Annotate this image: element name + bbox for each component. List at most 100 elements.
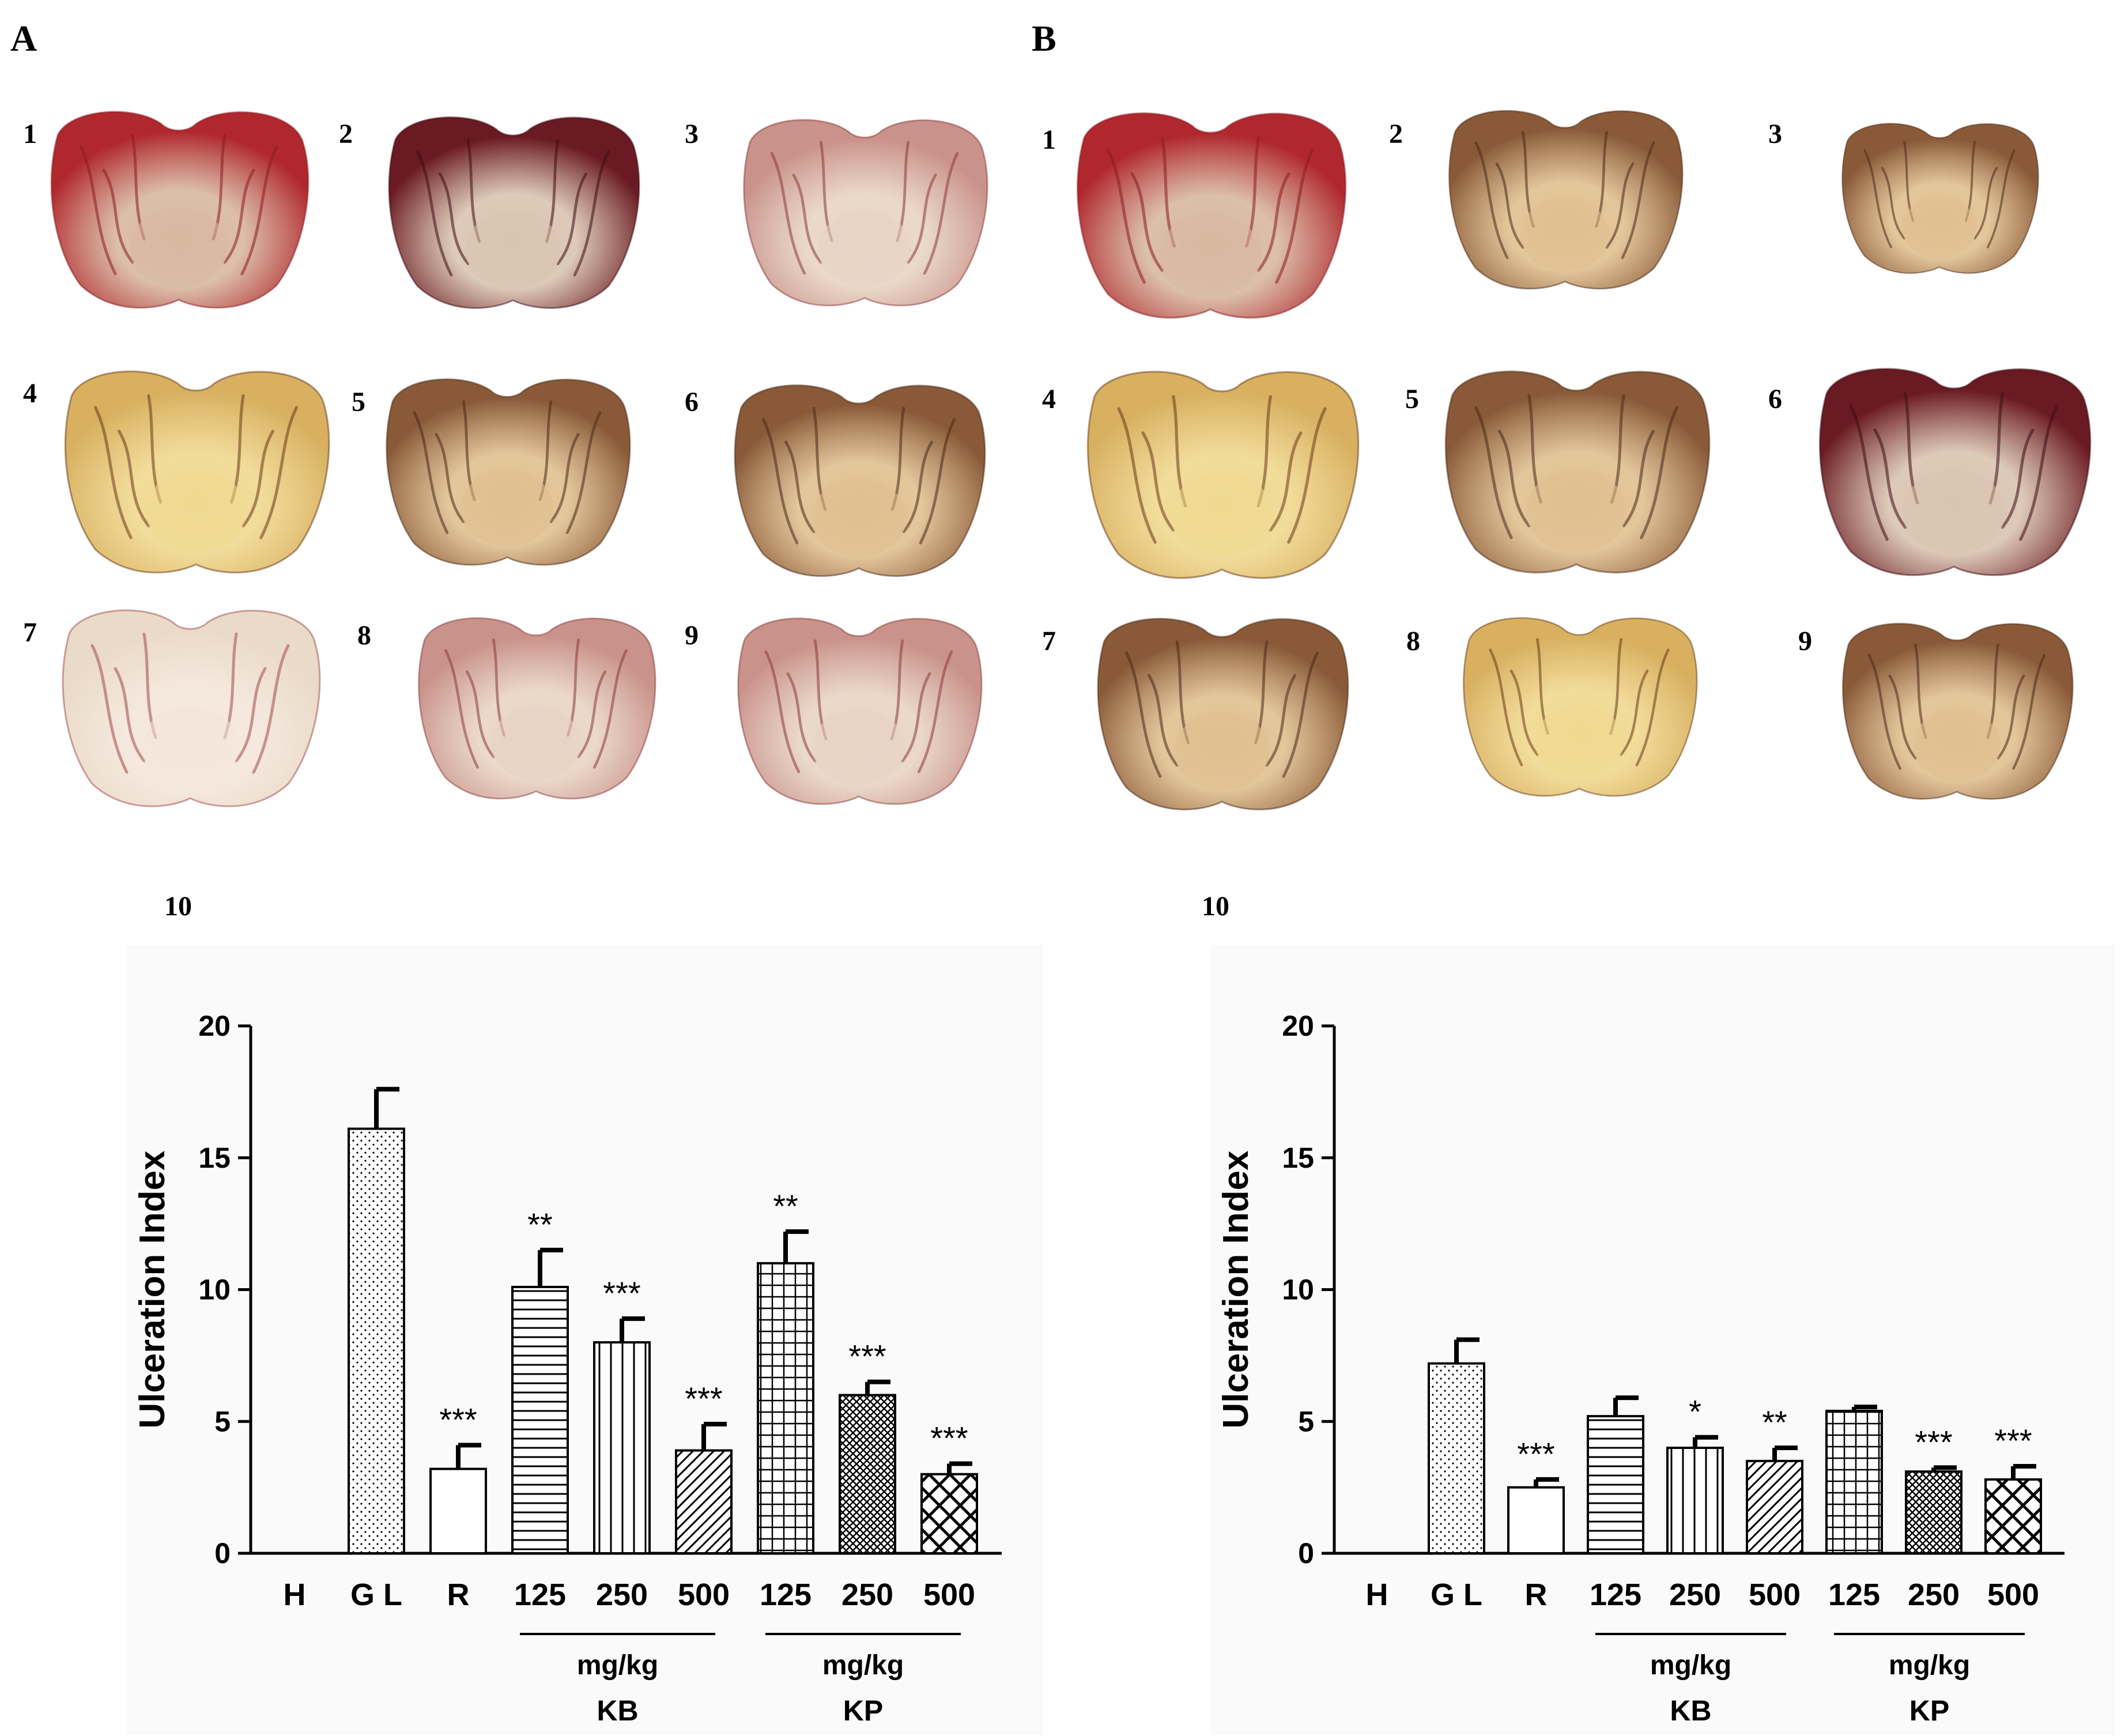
photo-label: 9: [1798, 626, 1812, 656]
stomach-photo: [388, 116, 640, 309]
x-tick-label: H: [284, 1578, 306, 1612]
x-tick-label: 125: [514, 1578, 566, 1612]
mucosal-fold: [1863, 140, 2016, 248]
stomach-photo: [1076, 112, 1347, 319]
photo-label: 1: [23, 119, 37, 149]
significance-marker: ***: [603, 1275, 640, 1311]
bar: [1905, 1470, 1963, 1554]
mucosal-fold: [1474, 394, 1679, 539]
mucosal-fold: [1489, 638, 1670, 767]
x-tick-label: R: [1525, 1578, 1548, 1612]
stomach-photo: [64, 371, 330, 573]
mucosal-fold: [90, 632, 290, 774]
bar: [1984, 1478, 2042, 1555]
mucosal-fold: [762, 406, 956, 545]
photo-label: 8: [357, 620, 371, 651]
stomach-photo: [734, 384, 986, 577]
bar: [1825, 1409, 1883, 1555]
x-tick-label: 250: [1908, 1578, 1960, 1612]
panel-a-letter: A: [10, 18, 37, 59]
glandular-region: [1159, 213, 1262, 297]
mucosal-fold: [1125, 640, 1319, 778]
stomach-photo: [50, 111, 310, 309]
significance-marker: ***: [1915, 1424, 1952, 1460]
glandular-region: [1174, 712, 1270, 791]
glandular-region: [1912, 709, 2001, 782]
chart-a-label: 10: [164, 891, 192, 922]
significance-marker: **: [773, 1188, 798, 1224]
mucosal-fold: [1867, 643, 2046, 770]
glandular-region: [1534, 704, 1624, 779]
glandular-region: [1902, 197, 1977, 259]
y-axis-label: Ulceration Index: [133, 1150, 172, 1429]
x-tick-label: 125: [760, 1578, 812, 1612]
stomach-photo: [1086, 371, 1360, 579]
photo-label: 6: [1768, 384, 1782, 414]
bar: [1428, 1362, 1485, 1554]
photo-label: 2: [339, 119, 353, 149]
bar: [839, 1394, 896, 1554]
chart-b: 0 5 10 15 20 Ulceration Index H G L *** R 125 * 250 *…: [1210, 945, 2115, 1735]
glandular-region: [141, 706, 239, 787]
bar: [1746, 1459, 1803, 1554]
photo-label: 4: [23, 378, 37, 409]
group-name: KB: [597, 1695, 638, 1727]
chart-background: [127, 945, 1043, 1735]
y-tick-label: 10: [1282, 1274, 1314, 1306]
stomach-photo: [1448, 110, 1684, 290]
glandular-region: [145, 469, 247, 553]
photo-label: 5: [1405, 384, 1419, 414]
stomach-photo: [386, 378, 631, 566]
mucosal-fold: [1849, 392, 2059, 541]
stomach-photo: [1097, 618, 1349, 810]
y-axis-label: Ulceration Index: [1216, 1150, 1256, 1429]
significance-marker: ***: [685, 1380, 722, 1417]
stomach-photo: [1444, 371, 1711, 573]
y-tick-label: 20: [1282, 1010, 1314, 1042]
significance-marker: **: [527, 1206, 553, 1243]
x-tick-label: H: [1366, 1578, 1388, 1612]
photo-label: 8: [1406, 626, 1420, 656]
mucosal-fold: [413, 400, 602, 534]
x-tick-label: 250: [596, 1578, 648, 1612]
group-name: KB: [1670, 1695, 1711, 1727]
stomach-photo: [1841, 123, 2039, 274]
group-unit: mg/kg: [822, 1650, 904, 1681]
mucosal-fold: [1474, 131, 1655, 259]
x-tick-label: 500: [923, 1578, 975, 1612]
photo-label: 7: [23, 617, 37, 648]
photo-label: 3: [1768, 119, 1782, 149]
mucosal-fold: [79, 134, 278, 276]
group-unit: mg/kg: [577, 1650, 658, 1681]
stomach-photo: [1463, 617, 1698, 797]
x-tick-label: 500: [1749, 1578, 1801, 1612]
bar: [1587, 1415, 1644, 1554]
stomach-photo: [1842, 622, 2074, 800]
stomach-photo: [62, 609, 321, 807]
group-name: KP: [843, 1695, 883, 1727]
bar: [593, 1341, 651, 1554]
x-tick-label: 250: [1669, 1578, 1721, 1612]
bar: [511, 1285, 569, 1554]
significance-marker: ***: [1517, 1436, 1554, 1472]
bar: [675, 1449, 733, 1555]
significance-marker: **: [1762, 1404, 1787, 1440]
significance-marker: ***: [439, 1401, 477, 1437]
mucosal-fold: [1107, 136, 1314, 284]
chart-b-label: 10: [1202, 891, 1229, 922]
y-tick-label: 10: [198, 1274, 231, 1306]
glandular-region: [1520, 197, 1610, 271]
mucosal-fold: [444, 638, 628, 769]
glandular-region: [818, 210, 911, 287]
photo-label: 5: [352, 387, 365, 417]
x-tick-label: 125: [1828, 1578, 1880, 1612]
photo-label: 2: [1389, 119, 1403, 149]
photo-label: 9: [685, 620, 699, 651]
photo-label: 6: [685, 387, 699, 417]
y-tick-label: 20: [198, 1010, 231, 1042]
bar: [920, 1473, 978, 1554]
y-tick-label: 0: [214, 1537, 231, 1569]
mucosal-fold: [1117, 395, 1327, 544]
stomach-photo: [418, 617, 656, 799]
y-tick-label: 15: [198, 1142, 231, 1174]
